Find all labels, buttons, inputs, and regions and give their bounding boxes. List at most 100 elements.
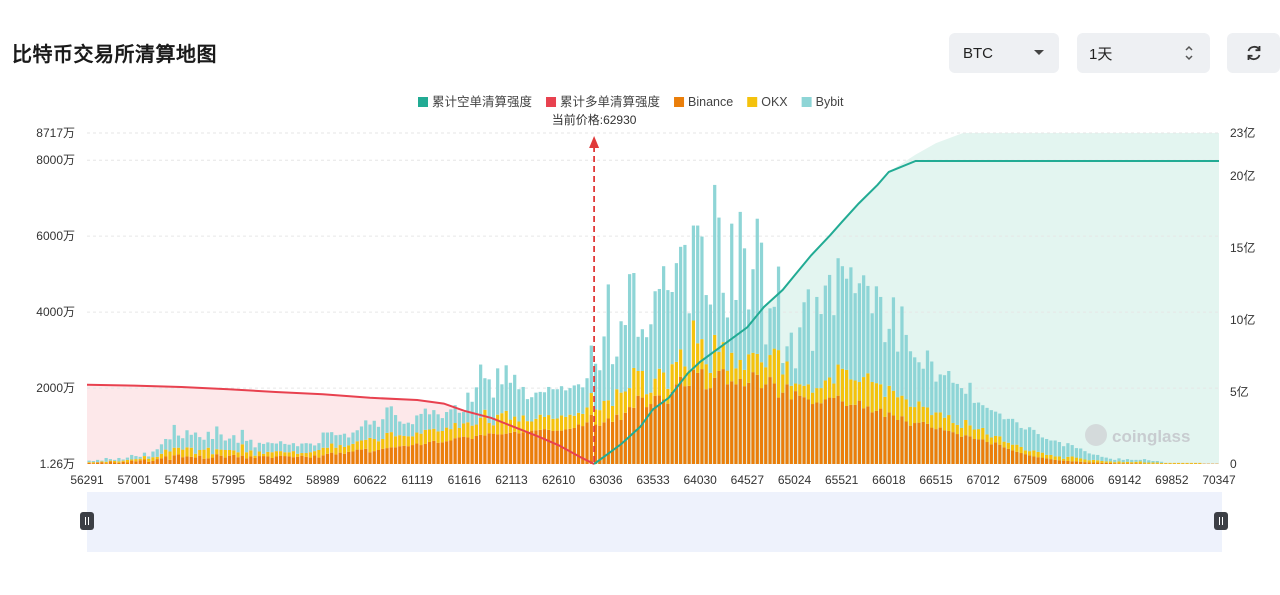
binance-bar bbox=[381, 448, 385, 464]
bybit-bar bbox=[198, 437, 202, 450]
okx-bar bbox=[1181, 462, 1185, 464]
binance-bar bbox=[879, 408, 883, 464]
bybit-bar bbox=[223, 440, 227, 450]
okx-bar bbox=[989, 437, 993, 445]
x-tick-label: 66515 bbox=[919, 473, 953, 487]
okx-bar bbox=[1147, 462, 1151, 464]
okx-bar bbox=[232, 450, 236, 455]
okx-bar bbox=[883, 396, 887, 417]
bybit-bar bbox=[887, 328, 891, 386]
okx-bar bbox=[202, 449, 206, 459]
y-right-tick-label: 15亿 bbox=[1230, 240, 1255, 255]
bybit-bar bbox=[653, 291, 657, 379]
binance-bar bbox=[1130, 463, 1134, 464]
okx-bar bbox=[291, 451, 296, 458]
okx-bar bbox=[645, 394, 649, 408]
legend-item: Bybit bbox=[816, 95, 844, 109]
bybit-bar bbox=[1057, 442, 1062, 457]
binance-bar bbox=[662, 399, 666, 464]
binance-bar bbox=[759, 388, 764, 464]
slider-handle-left[interactable] bbox=[80, 512, 94, 530]
cumulative-areas bbox=[87, 133, 1219, 464]
bybit-bar bbox=[1100, 456, 1104, 462]
okx-bar bbox=[730, 352, 734, 382]
binance-bar bbox=[623, 412, 627, 464]
okx-bar bbox=[870, 382, 874, 413]
binance-bar bbox=[313, 455, 317, 464]
okx-bar bbox=[423, 429, 427, 444]
okx-bar bbox=[496, 414, 500, 435]
range-select[interactable]: 1天 bbox=[1077, 33, 1210, 73]
okx-bar bbox=[815, 388, 819, 403]
bybit-bar bbox=[1130, 459, 1134, 463]
refresh-button[interactable] bbox=[1227, 33, 1280, 73]
bybit-bar bbox=[287, 444, 291, 453]
coin-select[interactable]: BTC bbox=[949, 33, 1059, 73]
okx-bar bbox=[789, 385, 793, 400]
bybit-bar bbox=[436, 414, 440, 432]
x-tick-label: 68006 bbox=[1061, 473, 1095, 487]
bybit-bar bbox=[300, 443, 304, 454]
binance-bar bbox=[789, 399, 793, 464]
bybit-bar bbox=[900, 306, 904, 396]
okx-bar bbox=[832, 383, 836, 398]
okx-bar bbox=[296, 453, 300, 457]
bybit-bar bbox=[704, 295, 708, 365]
okx-bar bbox=[874, 383, 879, 411]
binance-bar bbox=[887, 412, 891, 464]
chevron-down-icon bbox=[1034, 50, 1044, 55]
okx-bar bbox=[691, 320, 696, 370]
long-cum-line bbox=[86, 383, 595, 465]
binance-bar bbox=[968, 436, 972, 464]
okx-bar bbox=[785, 361, 789, 385]
binance-bar bbox=[1083, 462, 1087, 464]
binance-bar bbox=[542, 429, 547, 464]
slider-track[interactable] bbox=[87, 492, 1222, 552]
bybit-bar bbox=[453, 405, 457, 424]
range-select-value: 1天 bbox=[1089, 45, 1113, 63]
okx-bar bbox=[593, 409, 598, 425]
bybit-bar bbox=[717, 217, 721, 353]
range-slider[interactable] bbox=[80, 492, 1228, 552]
binance-bar bbox=[696, 372, 700, 464]
okx-bar bbox=[1125, 461, 1130, 464]
okx-bar bbox=[1164, 462, 1168, 464]
bybit-bar bbox=[772, 306, 776, 349]
binance-bar bbox=[870, 412, 874, 464]
bybit-bar bbox=[1121, 459, 1125, 463]
bybit-bar bbox=[908, 351, 913, 407]
binance-bar bbox=[1045, 458, 1049, 464]
okx-bar bbox=[1168, 462, 1172, 464]
okx-bar bbox=[449, 429, 453, 441]
okx-bar bbox=[130, 459, 134, 461]
binance-bar bbox=[674, 384, 679, 464]
liquidation-bars bbox=[87, 184, 1219, 464]
bybit-bar bbox=[142, 452, 147, 457]
binance-bar bbox=[125, 462, 130, 464]
bybit-bar bbox=[155, 449, 159, 457]
bybit-bar bbox=[713, 184, 717, 335]
binance-bar bbox=[772, 383, 776, 464]
okx-bar bbox=[279, 451, 283, 456]
binance-bar bbox=[589, 414, 593, 464]
bybit-bar bbox=[747, 309, 751, 355]
binance-bar bbox=[142, 459, 147, 464]
okx-bar bbox=[976, 429, 981, 440]
okx-bar bbox=[108, 460, 113, 462]
bybit-bar bbox=[602, 336, 606, 401]
bybit-bar bbox=[193, 432, 198, 454]
okx-bar bbox=[376, 441, 381, 450]
binance-bar bbox=[134, 461, 138, 464]
bybit-bar bbox=[1015, 422, 1019, 445]
okx-bar bbox=[189, 447, 193, 457]
bybit-bar bbox=[1053, 440, 1057, 457]
okx-bar bbox=[1193, 462, 1198, 464]
okx-bar bbox=[300, 453, 304, 456]
slider-handle-right[interactable] bbox=[1214, 512, 1228, 530]
binance-bar bbox=[96, 462, 100, 464]
okx-bar bbox=[453, 423, 457, 439]
okx-bar bbox=[240, 444, 244, 456]
bybit-bar bbox=[483, 378, 487, 410]
bybit-bar bbox=[879, 296, 883, 385]
okx-bar bbox=[500, 413, 504, 435]
